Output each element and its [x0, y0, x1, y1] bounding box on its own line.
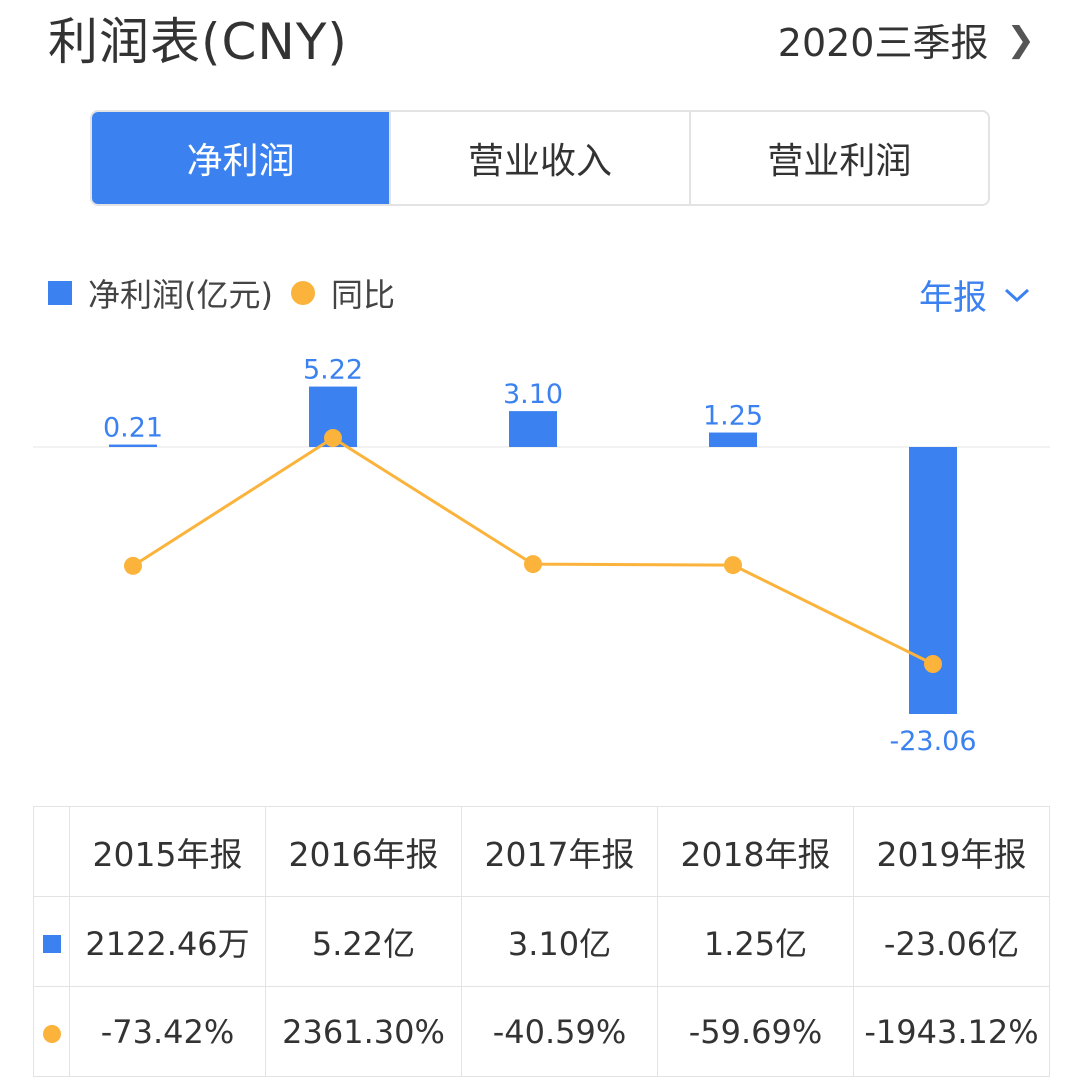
bar-series-marker	[42, 934, 61, 953]
bar-2015年报	[109, 444, 157, 447]
yoy-line	[132, 436, 934, 666]
bar-legend-label: 净利润(亿元)	[88, 276, 273, 314]
chevron-right-icon: ❯	[1006, 19, 1036, 60]
period-type-dropdown[interactable]: 年报	[919, 270, 1031, 319]
bar-value-label: 1.25	[703, 401, 763, 432]
table-header-cell: 2018年报	[657, 806, 854, 897]
table-cell: 5.22亿	[265, 896, 462, 987]
row-marker-cell	[33, 896, 70, 987]
table-corner-cell	[33, 806, 70, 897]
table-cell: -59.69%	[657, 986, 854, 1077]
bar-2019年报	[909, 447, 957, 714]
bar-2017年报	[509, 411, 557, 447]
row-marker-cell	[33, 986, 70, 1077]
table-header-cell: 2019年报	[853, 806, 1050, 897]
table-cell: 3.10亿	[461, 896, 658, 987]
table-header-cell: 2015年报	[69, 806, 266, 897]
table-cell: -1943.12%	[853, 986, 1050, 1077]
bar-legend-swatch	[48, 281, 72, 305]
bar-value-label: 5.22	[303, 355, 363, 386]
period-type-label: 年报	[919, 278, 987, 318]
table-cell: 2361.30%	[265, 986, 462, 1077]
yoy-point	[924, 655, 942, 673]
table-header-row: 2015年报 2016年报 2017年报 2018年报 2019年报	[33, 806, 1050, 897]
yoy-point	[124, 556, 142, 575]
chart-legend: 净利润(亿元) 同比	[48, 270, 395, 316]
data-table: 2015年报 2016年报 2017年报 2018年报 2019年报 2122.…	[33, 806, 1050, 1077]
line-legend-label: 同比	[330, 276, 395, 314]
metric-tabs: 净利润 营业收入 营业利润	[90, 110, 990, 206]
table-header-cell: 2017年报	[461, 806, 658, 897]
net-profit-chart: 0.21 5.22 3.10 1.25 -23.06	[33, 355, 1050, 757]
yoy-point	[724, 556, 742, 575]
yoy-point	[524, 555, 542, 574]
line-series-marker	[42, 1024, 61, 1043]
bar-2018年报	[709, 432, 757, 447]
report-period-selector[interactable]: 2020三季报 ❯	[778, 12, 1035, 67]
bar-value-label: -23.06	[889, 726, 976, 757]
page-title: 利润表(CNY)	[48, 13, 348, 71]
table-cell: -40.59%	[461, 986, 658, 1077]
table-row-net-profit: 2122.46万 5.22亿 3.10亿 1.25亿 -23.06亿	[33, 896, 1050, 987]
table-cell: -23.06亿	[853, 896, 1050, 987]
table-row-yoy: -73.42% 2361.30% -40.59% -59.69% -1943.1…	[33, 986, 1050, 1077]
bar-value-label: 0.21	[103, 413, 163, 444]
bar-value-label: 3.10	[503, 379, 563, 410]
line-legend-swatch	[290, 281, 315, 305]
tab-net-profit[interactable]: 净利润	[92, 112, 390, 204]
yoy-point	[324, 429, 342, 447]
tab-operating-profit[interactable]: 营业利润	[688, 112, 988, 204]
table-cell: 1.25亿	[657, 896, 854, 987]
table-cell: 2122.46万	[69, 896, 266, 987]
table-header-cell: 2016年报	[265, 806, 462, 897]
chevron-down-icon	[1004, 288, 1030, 302]
tab-revenue[interactable]: 营业收入	[389, 112, 688, 204]
report-period-label: 2020三季报	[777, 21, 989, 65]
table-cell: -73.42%	[69, 986, 266, 1077]
